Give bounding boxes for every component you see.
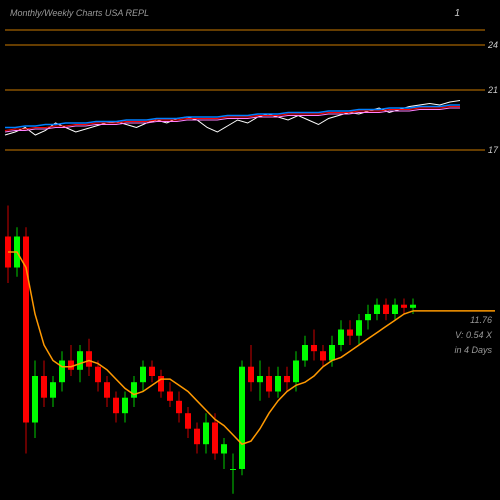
volume-info: V: 0.54 X xyxy=(455,330,492,340)
chart-canvas[interactable]: 24 21 17 xyxy=(0,0,500,500)
price-info: 11.76 xyxy=(470,315,492,325)
svg-text:24: 24 xyxy=(487,40,498,50)
days-info: in 4 Days xyxy=(454,345,492,355)
svg-text:21: 21 xyxy=(487,85,498,95)
page-number: 1 xyxy=(454,8,460,19)
chart-container: Monthly/Weekly Charts USA REPL 1 242117 … xyxy=(0,0,500,500)
chart-title: Monthly/Weekly Charts USA REPL xyxy=(10,8,149,18)
svg-text:17: 17 xyxy=(488,145,499,155)
